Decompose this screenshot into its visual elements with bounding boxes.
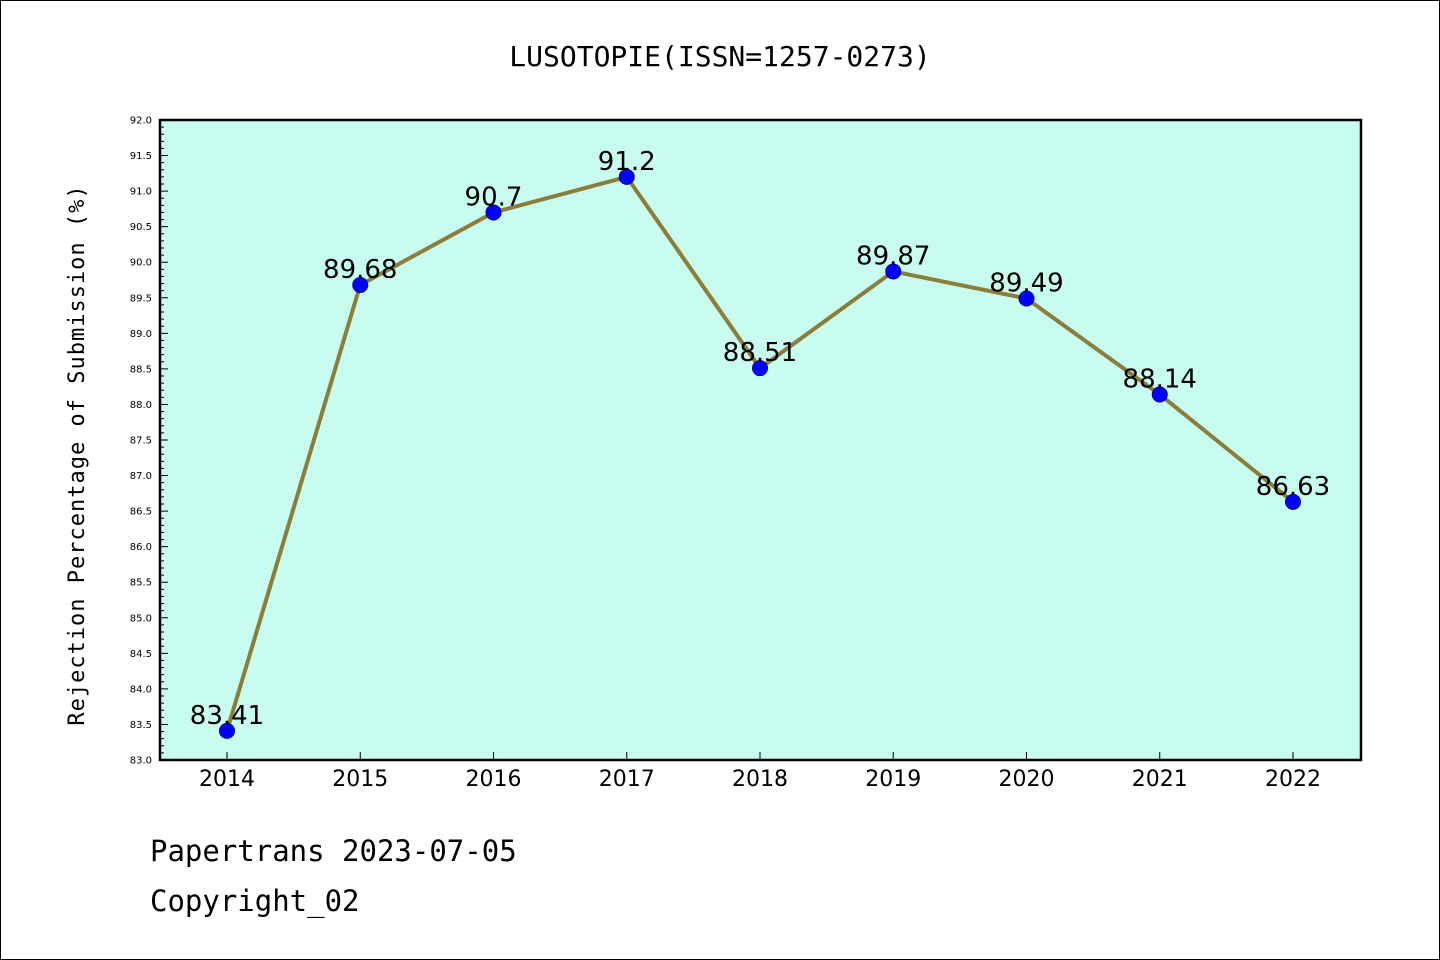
y-tick-label: 89.5 <box>130 293 152 304</box>
y-tick-label: 91.0 <box>130 187 152 198</box>
data-label: 91.2 <box>598 147 656 177</box>
y-tick-label: 85.0 <box>130 613 152 624</box>
data-point <box>618 168 635 185</box>
series-rejection <box>219 168 1301 739</box>
x-tick-label: 2015 <box>332 767 388 792</box>
data-label: 88.14 <box>1123 364 1197 394</box>
data-point <box>885 263 902 280</box>
data-point <box>752 360 768 377</box>
x-tick-label: 2018 <box>732 767 788 792</box>
x-tick-label: 2022 <box>1265 767 1321 792</box>
y-tick-label: 90.0 <box>130 258 152 269</box>
data-point <box>1285 493 1301 510</box>
data-label: 89.68 <box>323 255 397 285</box>
x-tick-label: 2020 <box>999 767 1055 792</box>
plot-border <box>158 118 1363 762</box>
data-label: 88.51 <box>723 338 797 368</box>
y-tick-label: 86.0 <box>130 542 152 553</box>
x-tick-label: 2019 <box>865 767 921 792</box>
y-tick-label: 84.0 <box>130 684 152 695</box>
footer-date: Papertrans 2023-07-05 <box>150 834 517 868</box>
y-tick-label: 83.5 <box>130 720 152 731</box>
y-tick-label: 83.0 <box>130 756 152 767</box>
y-tick-label: 87.0 <box>130 471 152 482</box>
y-tick-label: 87.5 <box>130 436 152 447</box>
x-tick-label: 2014 <box>199 767 255 792</box>
y-tick-label: 88.5 <box>130 364 152 375</box>
data-label: 89.49 <box>989 268 1063 298</box>
data-label: 86.63 <box>1256 472 1330 502</box>
data-point <box>1018 290 1035 307</box>
data-labels: 83.41 89.68 90.7 91.2 88.51 89.87 89.49 88.14 86… <box>190 147 1330 731</box>
data-label: 90.7 <box>465 182 523 212</box>
y-tick-label: 85.5 <box>130 578 152 589</box>
chart-title: LUSOTOPIE(ISSN=1257-0273) <box>509 40 930 73</box>
y-tick-label: 84.5 <box>130 649 152 660</box>
y-tick-label: 91.5 <box>130 151 152 162</box>
x-axis: 2014 2015 2016 2017 2018 2019 2020 2021 2022 <box>199 752 1321 792</box>
data-point <box>219 722 235 739</box>
y-tick-label: 92.0 <box>130 116 152 127</box>
x-tick-label: 2017 <box>599 767 655 792</box>
y-tick-label: 86.5 <box>130 507 152 518</box>
data-label: 89.87 <box>856 241 930 271</box>
y-tick-label: 88.0 <box>130 400 152 411</box>
y-tick-label: 89.0 <box>130 329 152 340</box>
y-axis-label: Rejection Percentage of Submission (%) <box>65 184 90 725</box>
data-label: 83.41 <box>190 701 264 731</box>
x-tick-label: 2021 <box>1132 767 1188 792</box>
y-tick-label: 90.5 <box>130 222 152 233</box>
data-point <box>485 204 502 221</box>
data-point <box>352 276 369 293</box>
y-axis: 83.0 83.5 84.0 84.5 85.0 85.5 86.0 86.5 87.0 87.5… <box>130 116 168 767</box>
x-tick-label: 2016 <box>466 767 522 792</box>
footer-copyright: Copyright_02 <box>150 884 360 918</box>
plot-area <box>160 120 1361 760</box>
data-point <box>1151 386 1168 403</box>
